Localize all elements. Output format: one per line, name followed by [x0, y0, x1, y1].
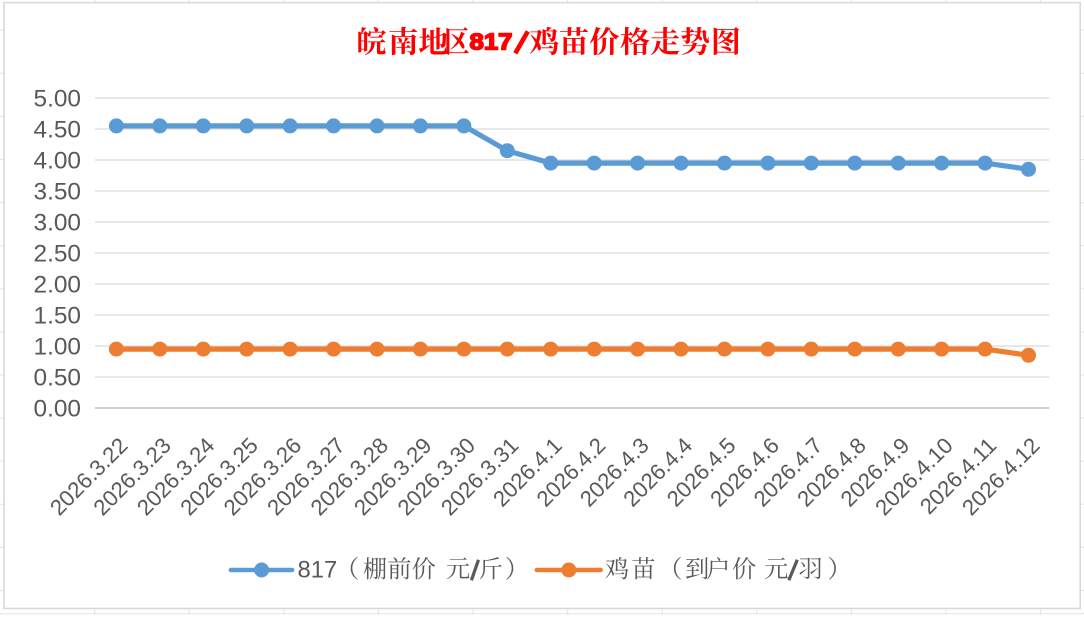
svg-text:0.50: 0.50	[34, 365, 81, 392]
svg-text:1.50: 1.50	[34, 303, 81, 330]
svg-text:0.00: 0.00	[34, 396, 81, 423]
svg-text:4.50: 4.50	[34, 117, 81, 144]
svg-text:817: 817	[470, 29, 513, 55]
svg-text:4.00: 4.00	[34, 148, 81, 175]
svg-text:2.00: 2.00	[34, 272, 81, 299]
svg-text:817: 817	[298, 557, 338, 584]
svg-text:3.50: 3.50	[34, 179, 81, 206]
svg-text:2.50: 2.50	[34, 241, 81, 268]
svg-text:5.00: 5.00	[34, 86, 81, 113]
svg-text:3.00: 3.00	[34, 210, 81, 237]
svg-text:1.00: 1.00	[34, 334, 81, 361]
